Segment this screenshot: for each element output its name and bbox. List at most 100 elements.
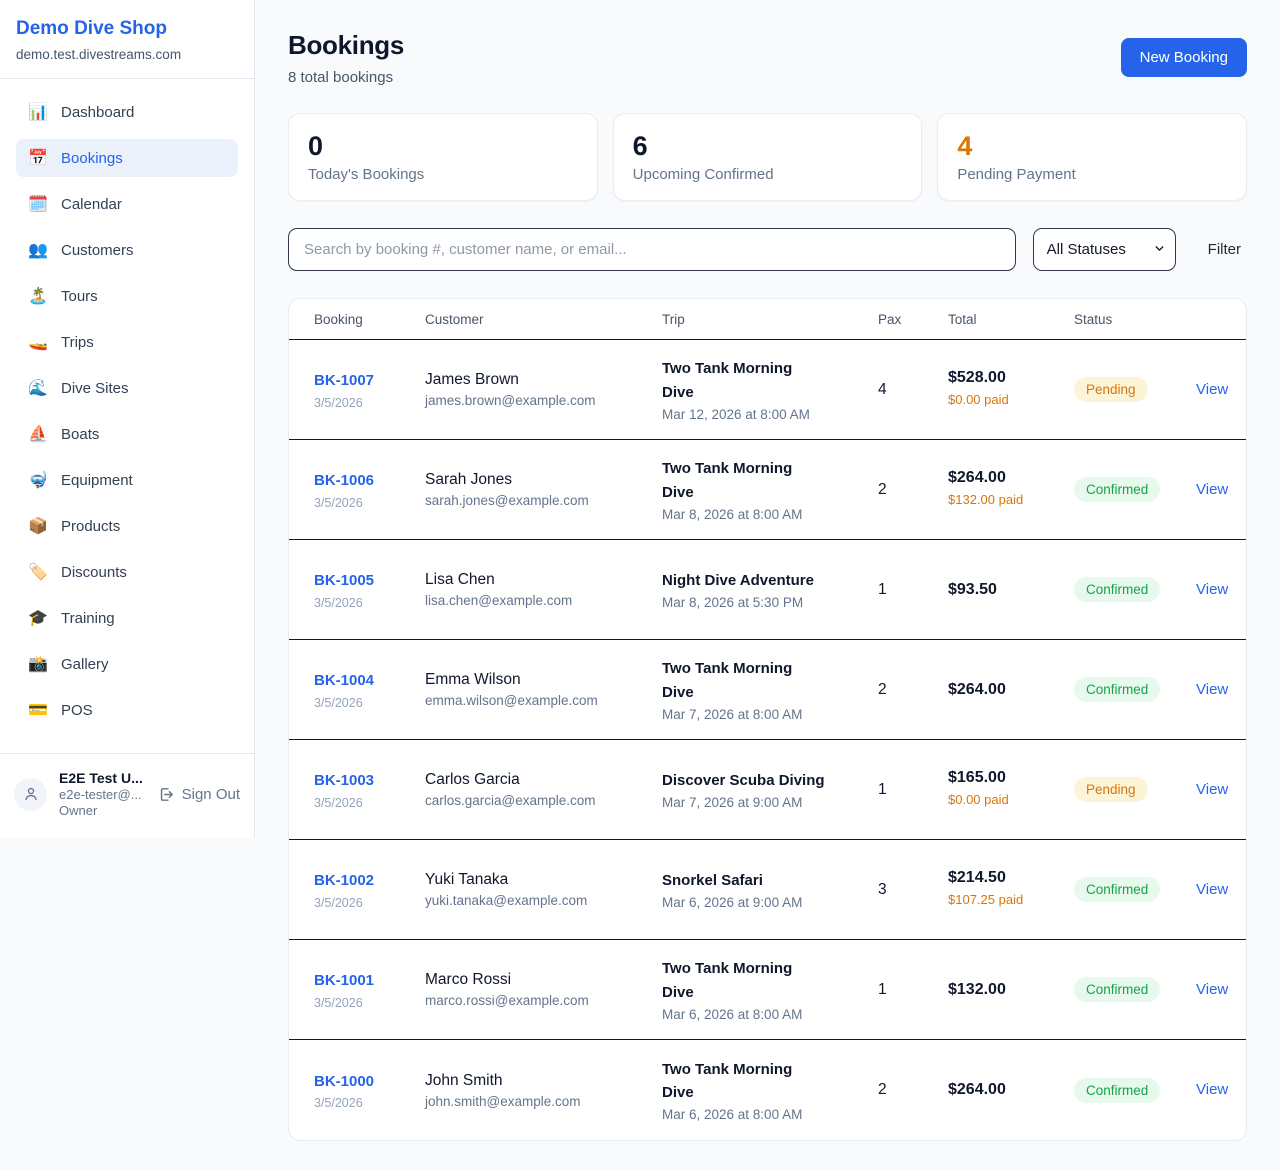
sidebar-item-calendar[interactable]: 🗓️ Calendar — [16, 185, 238, 223]
booking-created-date: 3/5/2026 — [314, 595, 363, 610]
pax-cell: 4 — [878, 380, 887, 398]
actions-cell: View — [1196, 881, 1246, 899]
booking-created-date: 3/5/2026 — [314, 495, 363, 510]
booking-number-link[interactable]: BK-1000 — [314, 1072, 375, 1090]
sidebar-item-dashboard[interactable]: 📊 Dashboard — [16, 93, 238, 131]
total-cell: $264.00 — [948, 1081, 1074, 1099]
booking-number-link[interactable]: BK-1001 — [314, 972, 375, 990]
paid-amount: $0.00 paid — [948, 392, 1009, 408]
search-input[interactable] — [288, 228, 1016, 271]
view-link[interactable]: View — [1196, 380, 1229, 398]
filter-button[interactable]: Filter — [1207, 241, 1241, 258]
booking-created-date: 3/5/2026 — [314, 1096, 363, 1111]
sidebar-item-gallery[interactable]: 📸 Gallery — [16, 645, 238, 683]
sidebar-item-label: Equipment — [61, 471, 133, 489]
column-header-total: Total — [948, 311, 977, 327]
view-link[interactable]: View — [1196, 580, 1229, 598]
status-filter-select[interactable]: All Statuses — [1032, 228, 1176, 271]
customer-email: john.smith@example.com — [425, 1093, 581, 1109]
sidebar-item-discounts[interactable]: 🏷️ Discounts — [16, 553, 238, 591]
dive-sites-icon: 🌊 — [28, 380, 48, 397]
trip-datetime: Mar 7, 2026 at 9:00 AM — [662, 795, 803, 811]
customer-name: James Brown — [425, 371, 519, 388]
booking-number-link[interactable]: BK-1002 — [314, 872, 375, 890]
customer-cell: Carlos Garcia carlos.garcia@example.com — [425, 771, 662, 808]
status-badge: Confirmed — [1074, 977, 1161, 1002]
table-row: BK-1003 3/5/2026 Carlos Garcia carlos.ga… — [289, 740, 1246, 840]
pax-cell: 2 — [878, 480, 887, 498]
sidebar-item-trips[interactable]: 🚤 Trips — [16, 323, 238, 361]
status-cell: Pending — [1074, 777, 1196, 802]
sidebar-item-label: Training — [61, 609, 115, 627]
table-body: BK-1007 3/5/2026 James Brown james.brown… — [289, 340, 1246, 1140]
stat-card-pending-payment: 4 Pending Payment — [937, 113, 1247, 201]
sidebar-item-products[interactable]: 📦 Products — [16, 507, 238, 545]
column-header-status: Status — [1074, 311, 1113, 327]
new-booking-button[interactable]: New Booking — [1120, 38, 1247, 77]
sidebar-item-tours[interactable]: 🏝️ Tours — [16, 277, 238, 315]
view-link[interactable]: View — [1196, 680, 1229, 698]
view-link[interactable]: View — [1196, 880, 1229, 898]
sidebar-item-bookings[interactable]: 📅 Bookings — [16, 139, 238, 177]
status-badge: Confirmed — [1074, 1077, 1161, 1103]
avatar — [14, 777, 47, 811]
customer-name: Yuki Tanaka — [425, 871, 509, 888]
trip-name: Snorkel Safari — [662, 871, 763, 889]
sidebar-item-label: Calendar — [61, 195, 122, 213]
booking-number-link[interactable]: BK-1007 — [314, 372, 375, 390]
pax-cell: 1 — [878, 580, 887, 598]
brand: Demo Dive Shop demo.test.divestreams.com — [0, 0, 254, 79]
total-amount: $264.00 — [948, 469, 1006, 487]
training-icon: 🎓 — [28, 610, 48, 627]
trip-name: Night Dive Adventure — [662, 571, 814, 589]
sidebar-item-boats[interactable]: ⛵ Boats — [16, 415, 238, 453]
sidebar-item-equipment[interactable]: 🤿 Equipment — [16, 461, 238, 499]
sidebar-item-pos[interactable]: 💳 POS — [16, 691, 238, 729]
view-link[interactable]: View — [1196, 780, 1229, 798]
shop-domain: demo.test.divestreams.com — [16, 47, 182, 62]
page-header-text: Bookings 8 total bookings — [288, 30, 404, 86]
booking-number-link[interactable]: BK-1004 — [314, 672, 375, 690]
actions-cell: View — [1196, 581, 1246, 599]
total-amount: $264.00 — [948, 1081, 1006, 1098]
sidebar-item-dive-sites[interactable]: 🌊 Dive Sites — [16, 369, 238, 407]
stat-label: Today's Bookings — [308, 166, 425, 183]
column-header-pax: Pax — [878, 311, 902, 327]
booking-created-date: 3/5/2026 — [314, 695, 363, 710]
shop-name: Demo Dive Shop — [16, 18, 167, 39]
sidebar-user-footer: E2E Test U... e2e-tester@... Owner Sign … — [0, 753, 254, 838]
customer-name: Marco Rossi — [425, 971, 512, 988]
column-header-trip: Trip — [662, 311, 685, 327]
customer-cell: Sarah Jones sarah.jones@example.com — [425, 471, 662, 508]
customer-cell: James Brown james.brown@example.com — [425, 371, 662, 408]
user-email: e2e-tester@... — [59, 787, 142, 802]
table-row: BK-1004 3/5/2026 Emma Wilson emma.wilson… — [289, 640, 1246, 740]
actions-cell: View — [1196, 781, 1246, 799]
customer-cell: Marco Rossi marco.rossi@example.com — [425, 971, 662, 1008]
trip-datetime: Mar 12, 2026 at 8:00 AM — [662, 406, 810, 422]
sidebar-item-customers[interactable]: 👥 Customers — [16, 231, 238, 269]
sidebar-item-training[interactable]: 🎓 Training — [16, 599, 238, 637]
sign-out-icon — [160, 787, 173, 801]
trip-name: Two Tank Morning Dive — [662, 660, 793, 701]
customer-email: sarah.jones@example.com — [425, 493, 589, 508]
trip-cell: Discover Scuba Diving Mar 7, 2026 at 9:0… — [662, 769, 878, 810]
booking-created-date: 3/5/2026 — [314, 895, 363, 910]
equipment-icon: 🤿 — [28, 472, 48, 489]
booking-number-link[interactable]: BK-1006 — [314, 472, 375, 490]
customer-cell: Lisa Chen lisa.chen@example.com — [425, 571, 662, 608]
total-amount: $165.00 — [948, 769, 1006, 787]
user-meta: E2E Test U... e2e-tester@... Owner — [59, 770, 146, 818]
view-link[interactable]: View — [1196, 480, 1229, 498]
sign-out-button[interactable]: Sign Out — [158, 786, 240, 803]
sidebar-item-label: Products — [61, 517, 121, 535]
bookings-table: Booking Customer Trip Pax Total Status B… — [288, 298, 1247, 1141]
status-cell: Confirmed — [1074, 677, 1196, 702]
booking-number-link[interactable]: BK-1003 — [314, 772, 375, 790]
booking-number-link[interactable]: BK-1005 — [314, 572, 375, 590]
view-link[interactable]: View — [1196, 980, 1229, 998]
pos-icon: 💳 — [28, 702, 48, 719]
sign-out-label: Sign Out — [181, 785, 240, 803]
view-link[interactable]: View — [1196, 1081, 1229, 1098]
total-cell: $93.50 — [948, 581, 1074, 599]
